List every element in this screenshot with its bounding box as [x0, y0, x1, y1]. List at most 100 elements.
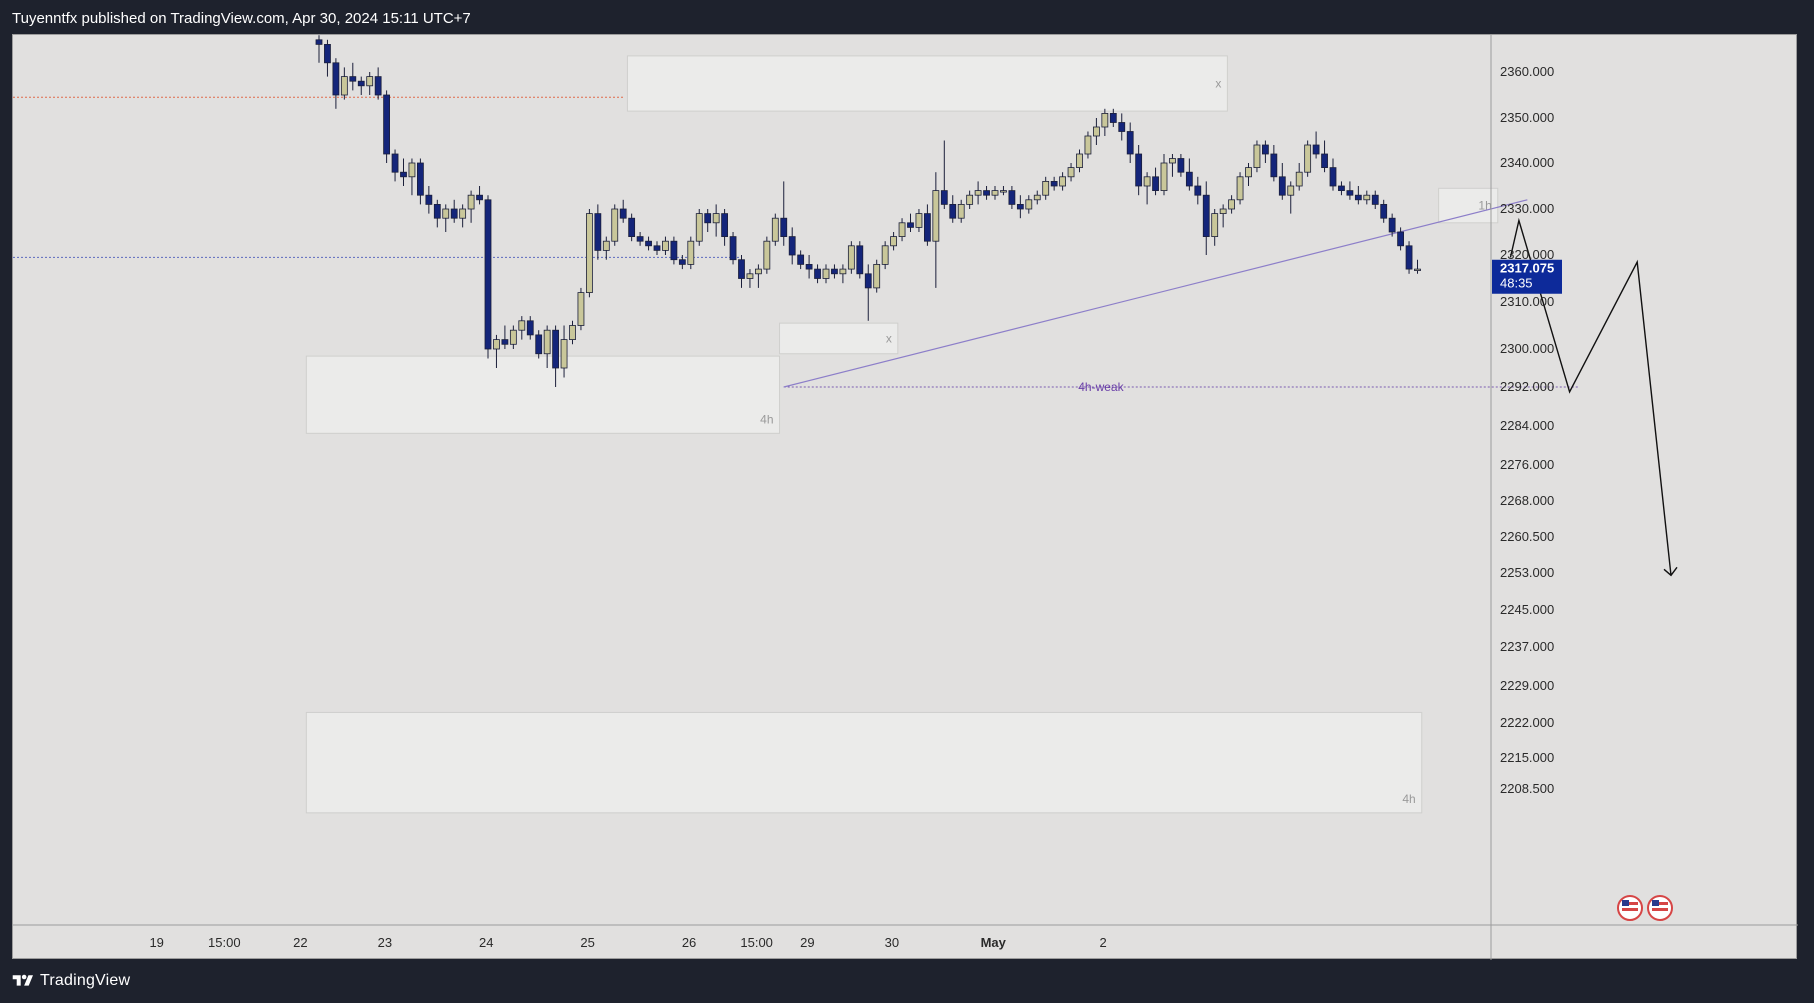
candle-body[interactable] [1033, 194, 1041, 201]
candle-body[interactable] [746, 273, 754, 279]
candle-body[interactable] [340, 76, 348, 96]
candle-body[interactable] [1270, 153, 1278, 178]
candle-body[interactable] [315, 39, 323, 45]
candle-body[interactable] [442, 208, 450, 219]
candle-body[interactable] [1025, 199, 1033, 210]
candle-body[interactable] [1101, 113, 1109, 128]
candle-body[interactable] [552, 329, 559, 369]
candle-body[interactable] [788, 236, 796, 256]
candle-body[interactable] [847, 245, 855, 270]
candle-body[interactable] [983, 190, 990, 196]
candle-body[interactable] [949, 203, 957, 219]
candle-body[interactable] [831, 268, 838, 275]
candle-body[interactable] [493, 339, 500, 350]
candle-body[interactable] [966, 194, 974, 205]
candle-body[interactable] [907, 222, 914, 228]
candle-body[interactable] [1000, 190, 1007, 193]
candle-body[interactable] [1321, 153, 1328, 168]
candle-body[interactable] [577, 292, 585, 326]
candle-body[interactable] [611, 208, 619, 242]
candle-body[interactable] [602, 240, 610, 251]
candle-body[interactable] [687, 240, 695, 265]
zone-1h[interactable] [1438, 187, 1499, 224]
candle-body[interactable] [1143, 176, 1151, 187]
candle-body[interactable] [890, 236, 897, 247]
candle-body[interactable] [1211, 213, 1219, 238]
candle-body[interactable] [763, 240, 771, 270]
candle-body[interactable] [569, 325, 576, 341]
candle-body[interactable] [864, 273, 872, 289]
candle-body[interactable] [476, 194, 483, 201]
candle-body[interactable] [940, 190, 948, 205]
candle-body[interactable] [1118, 122, 1126, 132]
candle-body[interactable] [594, 213, 602, 251]
candle-body[interactable] [881, 245, 889, 265]
candle-body[interactable] [484, 199, 492, 350]
candle-body[interactable] [1388, 217, 1396, 233]
candle-body[interactable] [509, 329, 517, 345]
tradingview-brand[interactable]: TradingView [12, 972, 130, 990]
candle-body[interactable] [738, 259, 745, 279]
candle-body[interactable] [1338, 185, 1345, 191]
candle-body[interactable] [433, 203, 441, 219]
candle-body[interactable] [408, 162, 416, 178]
candle-body[interactable] [1169, 158, 1176, 164]
candle-body[interactable] [898, 222, 906, 238]
candle-body[interactable] [645, 240, 652, 247]
candle-body[interactable] [1278, 176, 1286, 196]
candle-body[interactable] [704, 213, 712, 224]
trendline[interactable] [783, 199, 1528, 388]
candle-body[interactable] [349, 76, 357, 82]
candle-body[interactable] [1228, 199, 1235, 210]
candle-body[interactable] [1363, 194, 1371, 201]
candle-body[interactable] [814, 268, 821, 279]
candle-body[interactable] [780, 217, 788, 237]
candle-body[interactable] [957, 203, 965, 219]
candle-body[interactable] [695, 213, 703, 242]
candle-body[interactable] [425, 194, 433, 205]
candle-body[interactable] [670, 240, 678, 261]
candle-body[interactable] [1371, 194, 1379, 205]
candle-body[interactable] [1076, 153, 1083, 168]
candle-body[interactable] [560, 339, 568, 369]
zone-small-mid[interactable] [779, 322, 899, 355]
chart-area[interactable]: x 4h x 1h 4h 4h-weak 2360.000 2350.000 2340.000 2… [12, 34, 1798, 960]
candle-body[interactable] [366, 76, 374, 87]
candle-body[interactable] [1414, 268, 1421, 272]
candle-body[interactable] [1354, 194, 1362, 201]
candle-body[interactable] [628, 217, 636, 237]
candle-body[interactable] [391, 153, 399, 173]
candle-body[interactable] [1397, 231, 1404, 247]
candle-body[interactable] [1084, 135, 1092, 155]
zone-4h-left[interactable] [305, 355, 781, 434]
candle-body[interactable] [678, 259, 686, 265]
candle-body[interactable] [729, 236, 737, 261]
candle-body[interactable] [1177, 158, 1185, 173]
candle-body[interactable] [1202, 194, 1210, 237]
candle-body[interactable] [383, 94, 391, 155]
candle-body[interactable] [400, 171, 407, 178]
candle-body[interactable] [1050, 180, 1058, 187]
candle-body[interactable] [518, 320, 526, 331]
candle-body[interactable] [1185, 171, 1193, 187]
candle-body[interactable] [1093, 126, 1100, 137]
candle-body[interactable] [324, 43, 331, 64]
candle-body[interactable] [721, 213, 728, 238]
candle-body[interactable] [915, 213, 923, 228]
candle-body[interactable] [771, 217, 779, 242]
candle-body[interactable] [535, 334, 543, 355]
candle-body[interactable] [755, 268, 762, 275]
candle-body[interactable] [636, 236, 644, 242]
candle-body[interactable] [932, 190, 940, 242]
candle-body[interactable] [1295, 171, 1303, 187]
candle-body[interactable] [1346, 190, 1354, 196]
zone-4h-bottom[interactable] [305, 711, 1423, 814]
zone-top-supply[interactable] [626, 55, 1228, 112]
candle-body[interactable] [1312, 144, 1320, 155]
candle-body[interactable] [974, 190, 982, 196]
candle-body[interactable] [873, 263, 881, 289]
candle-body[interactable] [1194, 185, 1202, 196]
candle-body[interactable] [1016, 203, 1024, 210]
candle-body[interactable] [543, 329, 551, 355]
candle-body[interactable] [501, 339, 509, 345]
